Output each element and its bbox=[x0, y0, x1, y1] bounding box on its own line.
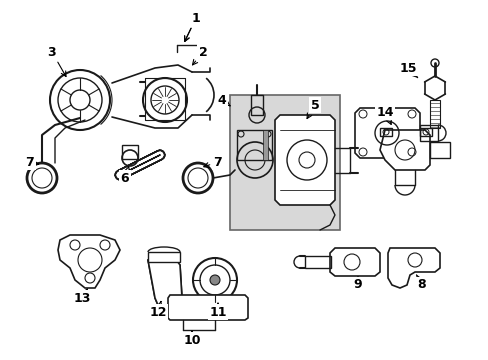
Bar bbox=[429, 100, 439, 128]
Text: 4: 4 bbox=[217, 94, 229, 107]
Bar bbox=[305, 256, 330, 268]
Text: 7: 7 bbox=[25, 156, 39, 168]
Text: 1: 1 bbox=[184, 12, 200, 41]
Text: 14: 14 bbox=[375, 105, 393, 125]
Text: 2: 2 bbox=[192, 45, 207, 65]
Text: 1: 1 bbox=[184, 12, 200, 41]
Bar bbox=[237, 130, 271, 160]
Bar bbox=[263, 130, 267, 160]
Text: 11: 11 bbox=[209, 303, 226, 319]
Text: 5: 5 bbox=[306, 99, 319, 118]
Polygon shape bbox=[354, 108, 419, 158]
Text: 8: 8 bbox=[416, 275, 426, 292]
Text: 12: 12 bbox=[149, 301, 166, 319]
Bar bbox=[379, 128, 391, 136]
Text: 13: 13 bbox=[73, 289, 90, 305]
Text: 15: 15 bbox=[398, 62, 417, 78]
Bar bbox=[250, 95, 263, 115]
Text: 6: 6 bbox=[121, 167, 129, 185]
Polygon shape bbox=[274, 115, 334, 205]
Polygon shape bbox=[148, 258, 182, 312]
Bar bbox=[419, 128, 431, 136]
Circle shape bbox=[209, 275, 220, 285]
Bar bbox=[122, 145, 138, 159]
Polygon shape bbox=[379, 130, 429, 170]
Bar bbox=[429, 142, 449, 158]
Text: 3: 3 bbox=[48, 45, 66, 77]
Text: 7: 7 bbox=[203, 156, 222, 168]
Text: 10: 10 bbox=[183, 331, 201, 346]
Polygon shape bbox=[58, 235, 120, 288]
Bar bbox=[148, 252, 180, 262]
Polygon shape bbox=[168, 295, 247, 320]
Bar bbox=[419, 125, 437, 141]
Polygon shape bbox=[329, 248, 379, 276]
Polygon shape bbox=[387, 248, 439, 288]
Bar bbox=[229, 95, 339, 230]
Text: 9: 9 bbox=[353, 277, 362, 292]
